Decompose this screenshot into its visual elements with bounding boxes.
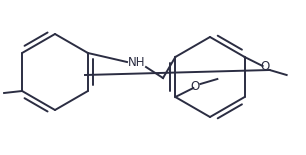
- Text: NH: NH: [128, 55, 146, 69]
- Text: O: O: [191, 80, 200, 93]
- Text: O: O: [260, 60, 269, 73]
